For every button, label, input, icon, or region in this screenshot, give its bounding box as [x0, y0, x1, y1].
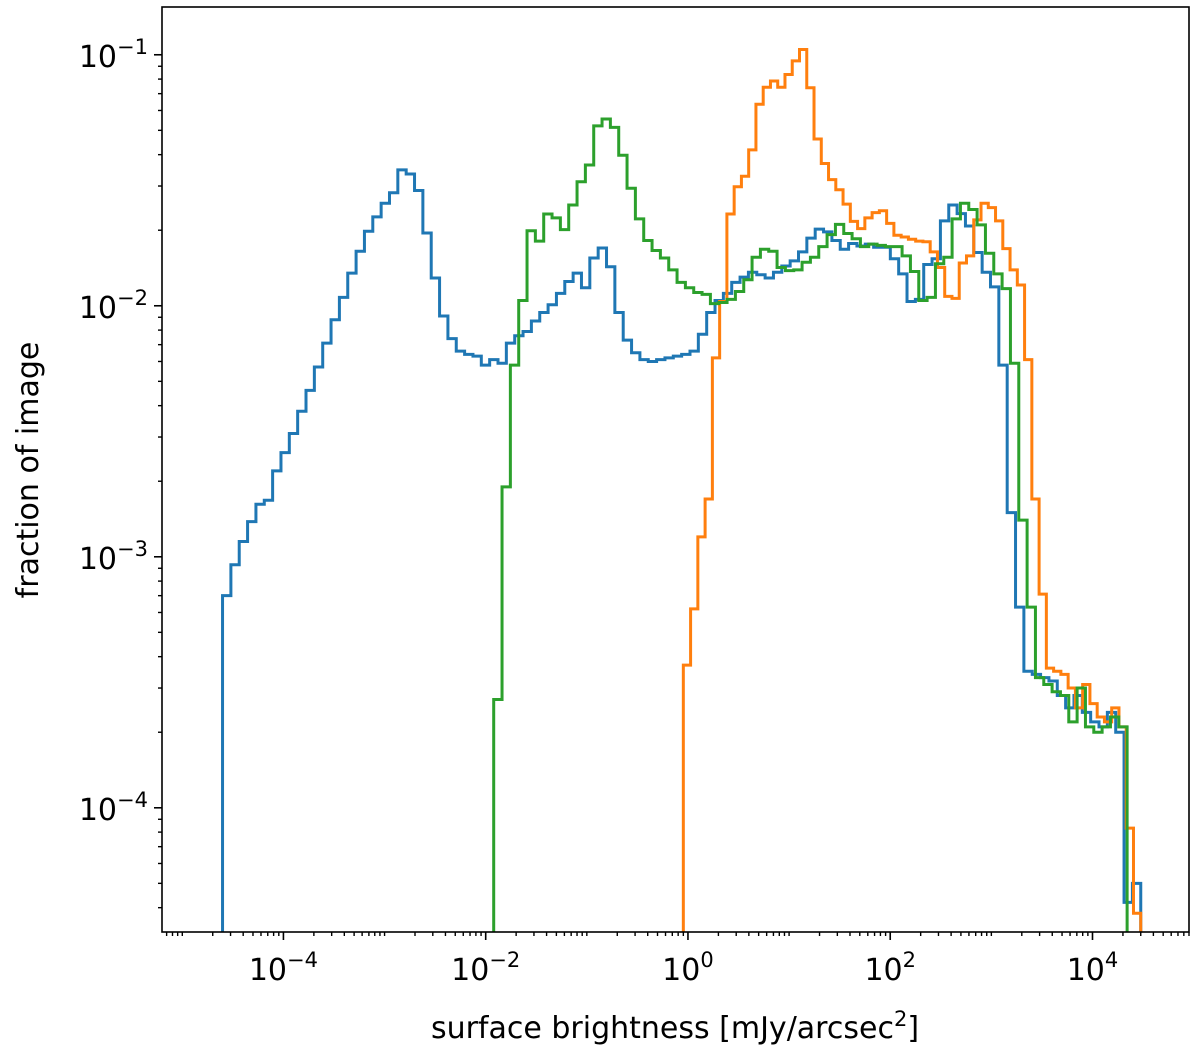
x-axis-label-close: ]	[907, 1011, 919, 1046]
series-line-green	[492, 117, 1129, 932]
y-tick-label-exponent: −1	[117, 35, 148, 59]
series-layer	[221, 47, 1143, 932]
x-axis-label-superscript: 2	[894, 1007, 907, 1031]
x-tick-label-base: 10	[662, 953, 700, 988]
y-axis-label: fraction of image	[11, 342, 46, 599]
x-tick-label-base: 10	[864, 953, 902, 988]
y-tick-label-base: 10	[79, 542, 117, 577]
y-tick-label: 10−4	[79, 788, 148, 828]
x-axis-label: surface brightness [mJy/arcsec2]	[431, 1007, 919, 1046]
x-tick-label: 100	[662, 948, 714, 988]
y-tick-label: 10−1	[79, 35, 148, 75]
series-line-blue	[221, 168, 1143, 932]
series-line-orange	[681, 47, 1143, 932]
y-tick-label: 10−2	[79, 286, 148, 326]
x-axis: 10−4 10−2 100 102 104	[165, 932, 1190, 988]
x-tick-label-exponent: −4	[287, 948, 318, 972]
x-tick-label-exponent: 2	[903, 948, 916, 972]
x-tick-label-exponent: 4	[1105, 948, 1118, 972]
y-tick-label: 10−3	[79, 537, 148, 577]
plot-frame	[161, 6, 1190, 933]
y-tick-label-base: 10	[79, 793, 117, 828]
x-tick-label-base: 10	[1067, 953, 1105, 988]
x-tick-label: 10−2	[451, 948, 520, 988]
x-tick-label: 102	[864, 948, 916, 988]
x-tick-label-exponent: 0	[700, 948, 713, 972]
y-tick-label-exponent: −3	[117, 537, 148, 561]
x-axis-label-main: surface brightness [mJy/arcsec	[431, 1011, 894, 1046]
x-tick-label-base: 10	[451, 953, 489, 988]
y-axis: 10−410−310−210−1	[79, 35, 162, 909]
x-tick-label: 104	[1067, 948, 1119, 988]
y-tick-label-exponent: −4	[117, 788, 148, 812]
y-tick-label-exponent: −2	[117, 286, 148, 310]
x-tick-label-base: 10	[249, 953, 287, 988]
x-tick-label-exponent: −2	[489, 948, 520, 972]
y-tick-label-base: 10	[79, 291, 117, 326]
y-tick-label-base: 10	[79, 40, 117, 75]
x-tick-label: 10−4	[249, 948, 318, 988]
